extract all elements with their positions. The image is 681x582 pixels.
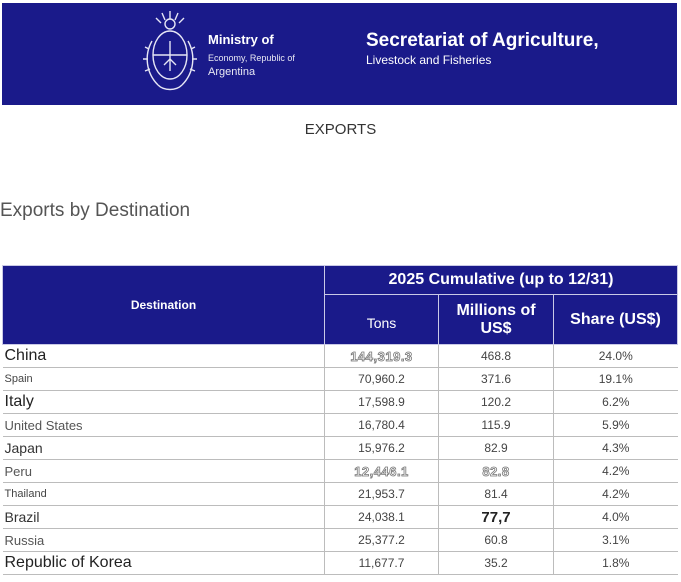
- destination-cell: Brazil: [2, 505, 325, 529]
- header-share: Share (US$): [552, 294, 679, 345]
- tons-cell: 21,953.7: [324, 482, 439, 506]
- share-cell: 19.1%: [553, 367, 678, 391]
- header-banner: Ministry of Economy, Republic of Argenti…: [2, 3, 677, 105]
- ministry-name: Ministry of Economy, Republic of Argenti…: [208, 32, 295, 79]
- table-row: Brazil 24,038.1 77,7 4.0%: [2, 505, 678, 529]
- table-row: Italy 17,598.9 120.2 6.2%: [2, 390, 678, 414]
- destination-cell: Spain: [2, 367, 325, 391]
- share-cell: 3.1%: [553, 528, 678, 552]
- header-destination: Destination: [2, 265, 325, 345]
- tons-cell: 12,446.1: [354, 463, 409, 479]
- page-title: EXPORTS: [304, 121, 377, 138]
- destination-cell: Republic of Korea: [2, 551, 325, 575]
- destination-cell: Thailand: [2, 482, 325, 506]
- tons-cell: 144,319.3: [350, 348, 413, 364]
- millions-cell: 120.2: [438, 390, 554, 414]
- table-row: Japan 15,976.2 82.9 4.3%: [2, 436, 678, 460]
- section-title: Exports by Destination: [0, 200, 191, 221]
- table-row: Russia 25,377.2 60.8 3.1%: [2, 528, 678, 552]
- exports-table: Destination 2025 Cumulative (up to 12/31…: [2, 265, 679, 575]
- destination-cell: United States: [2, 413, 325, 437]
- share-cell: 24.0%: [553, 344, 678, 368]
- share-cell: 1.8%: [553, 551, 678, 575]
- destination-cell: China: [2, 344, 325, 368]
- millions-cell: 81.4: [438, 482, 554, 506]
- table-row: Peru 12,446.1 82.8 4.2%: [2, 459, 678, 483]
- tons-cell: 17,598.9: [324, 390, 439, 414]
- destination-cell: Japan: [2, 436, 325, 460]
- millions-cell: 468.8: [438, 344, 554, 368]
- millions-cell: 35.2: [438, 551, 554, 575]
- header-millions: Millions of US$: [438, 294, 554, 345]
- millions-cell: 77,7: [481, 508, 511, 526]
- share-cell: 4.0%: [553, 505, 678, 529]
- millions-cell: 115.9: [438, 413, 554, 437]
- table-row: China 144,319.3 468.8 24.0%: [2, 344, 678, 368]
- share-cell: 4.3%: [553, 436, 678, 460]
- millions-cell: 371.6: [438, 367, 554, 391]
- secretariat-line-1: Secretariat of Agriculture,: [366, 30, 599, 51]
- table-row: Thailand 21,953.7 81.4 4.2%: [2, 482, 678, 506]
- ministry-line-2: Economy, Republic of: [208, 52, 295, 63]
- destination-cell: Peru: [2, 459, 325, 483]
- tons-cell: 25,377.2: [324, 528, 439, 552]
- secretariat-line-2: Livestock and Fisheries: [366, 52, 492, 67]
- ministry-line-1: Ministry of: [208, 32, 274, 47]
- tons-cell: 70,960.2: [324, 367, 439, 391]
- destination-cell: Italy: [2, 390, 325, 414]
- tons-cell: 11,677.7: [324, 551, 439, 575]
- header-cumulative: 2025 Cumulative (up to 12/31): [323, 265, 679, 295]
- tons-cell: 15,976.2: [324, 436, 439, 460]
- share-cell: 6.2%: [553, 390, 678, 414]
- share-cell: 5.9%: [553, 413, 678, 437]
- destination-cell: Russia: [2, 528, 325, 552]
- tons-cell: 16,780.4: [324, 413, 439, 437]
- secretariat-name: Secretariat of Agriculture, Livestock an…: [366, 30, 599, 67]
- table-row: United States 16,780.4 115.9 5.9%: [2, 413, 678, 437]
- millions-cell: 82.9: [438, 436, 554, 460]
- ministry-line-3: Argentina: [208, 66, 256, 79]
- millions-cell: 60.8: [438, 528, 554, 552]
- millions-cell: 82.8: [482, 463, 510, 479]
- table-row: Spain 70,960.2 371.6 19.1%: [2, 367, 678, 391]
- share-cell: 4.2%: [553, 459, 678, 483]
- table-row: Republic of Korea 11,677.7 35.2 1.8%: [2, 551, 678, 575]
- coat-of-arms-icon: [143, 11, 197, 91]
- header-tons: Tons: [324, 294, 439, 345]
- share-cell: 4.2%: [553, 482, 678, 506]
- tons-cell: 24,038.1: [324, 505, 439, 529]
